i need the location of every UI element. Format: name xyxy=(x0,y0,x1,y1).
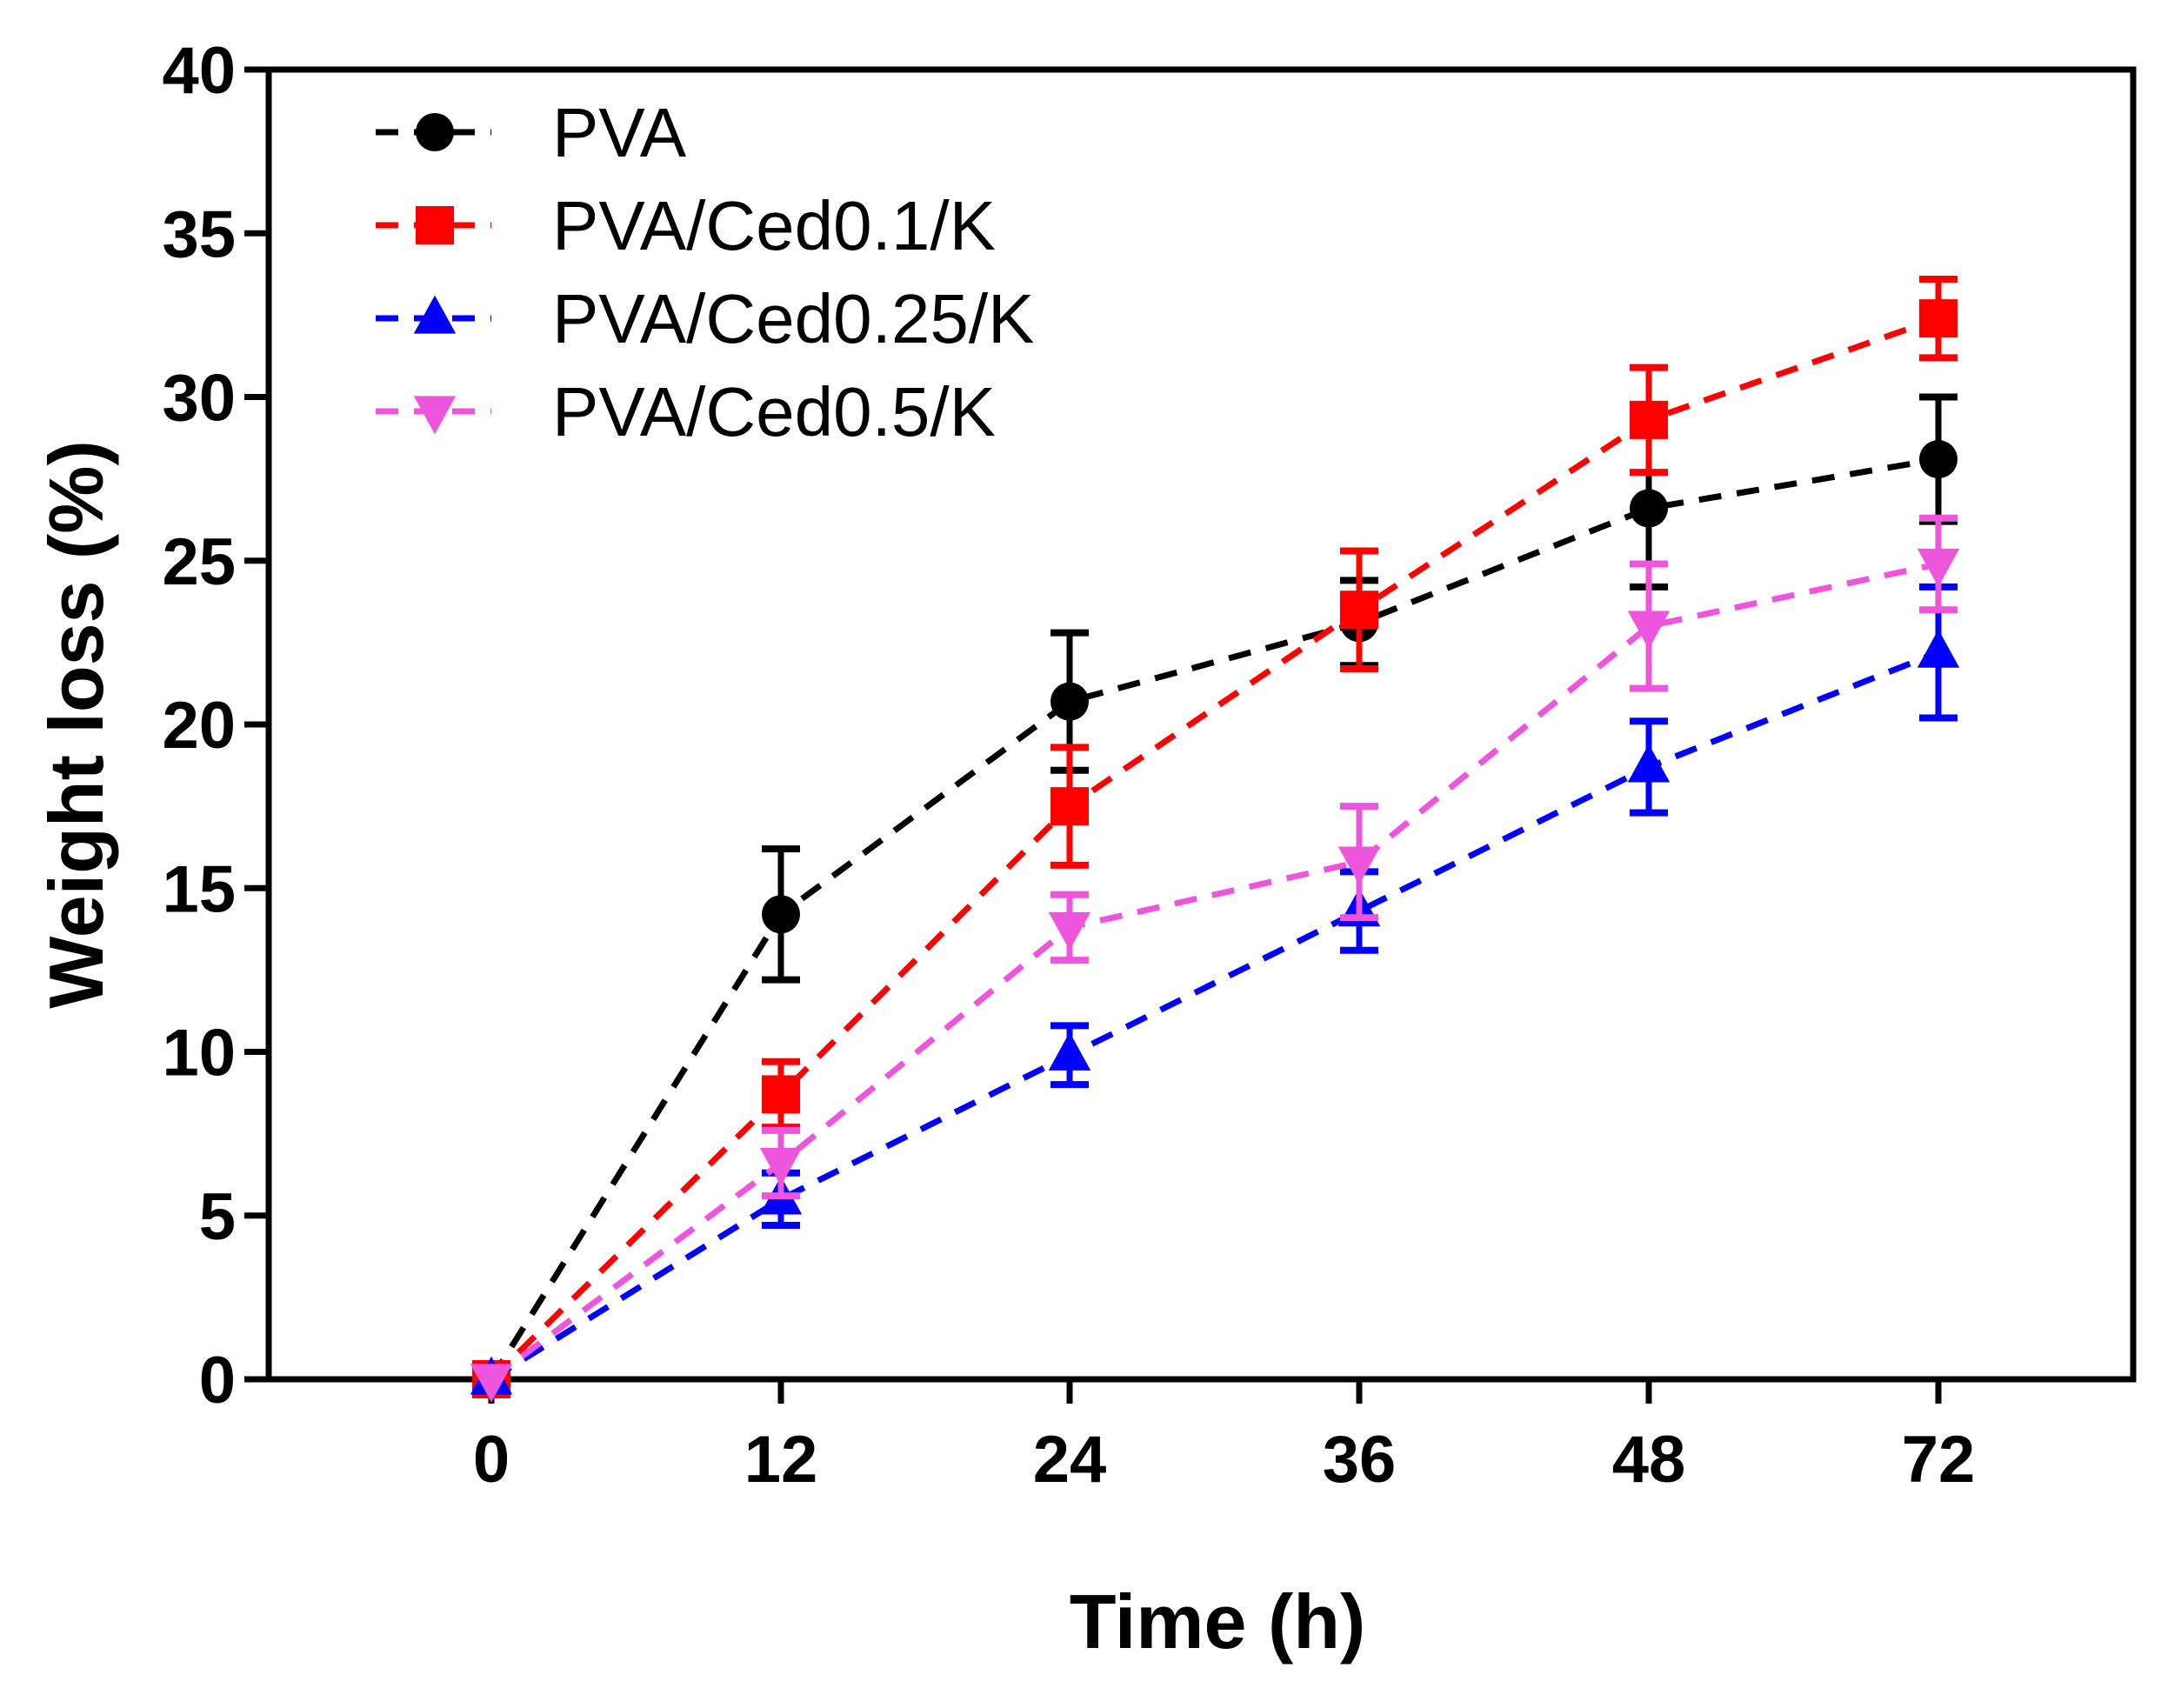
data-point xyxy=(762,895,800,934)
data-point xyxy=(1050,682,1089,721)
y-tick-label: 20 xyxy=(162,689,236,763)
data-point xyxy=(759,1147,803,1186)
data-point xyxy=(762,1075,800,1114)
x-tick-label: 72 xyxy=(1902,1423,1976,1497)
y-tick-label: 0 xyxy=(199,1344,236,1418)
legend-entry: PVA/Ced0.1/K xyxy=(376,187,996,264)
data-point xyxy=(1917,629,1960,668)
data-point xyxy=(1919,440,1958,479)
legend-marker xyxy=(413,295,457,334)
plot-frame xyxy=(265,66,2137,1383)
y-tick-label: 5 xyxy=(199,1180,236,1254)
legend-marker xyxy=(416,206,454,244)
legend-label: PVA/Ced0.25/K xyxy=(552,280,1034,357)
legend-label: PVA xyxy=(552,94,687,171)
series-line xyxy=(489,561,1939,1382)
y-tick-label: 25 xyxy=(162,525,236,599)
legend-entry: PVA/Ced0.25/K xyxy=(376,280,1034,357)
legend-label: PVA/Ced0.1/K xyxy=(552,187,996,264)
data-point xyxy=(1627,610,1671,650)
series-pva-ced0-25-k xyxy=(470,583,1960,1395)
x-tick-label: 48 xyxy=(1612,1423,1686,1497)
y-axis-title: Weight loss (%) xyxy=(33,440,119,1009)
x-tick-label: 24 xyxy=(1033,1423,1107,1497)
data-point xyxy=(1340,590,1378,630)
y-tick-label: 30 xyxy=(162,362,236,436)
data-point xyxy=(1917,548,1960,587)
data-point xyxy=(1048,1031,1091,1071)
series-line xyxy=(489,456,1939,1381)
y-tick-label: 40 xyxy=(162,34,236,108)
data-point xyxy=(1630,400,1668,439)
legend-entry: PVA/Ced0.5/K xyxy=(376,373,996,450)
data-point xyxy=(1919,299,1958,338)
series-line xyxy=(490,649,1940,1382)
x-axis-title: Time (h) xyxy=(1070,1578,1366,1665)
y-tick-label: 35 xyxy=(162,197,236,271)
legend-marker xyxy=(416,113,454,151)
legend-marker xyxy=(413,396,457,435)
data-point xyxy=(1627,744,1671,783)
y-tick-label: 10 xyxy=(162,1017,236,1091)
data-point xyxy=(1337,846,1381,885)
legend-entry: PVA xyxy=(376,94,687,171)
data-point xyxy=(1630,489,1668,528)
data-point xyxy=(1050,787,1089,826)
legend-label: PVA/Ced0.5/K xyxy=(552,373,996,450)
x-tick-label: 0 xyxy=(473,1423,510,1497)
x-tick-label: 36 xyxy=(1323,1423,1397,1497)
y-tick-label: 15 xyxy=(162,852,236,926)
x-tick-label: 12 xyxy=(744,1423,818,1497)
series-pva-ced0-5-k xyxy=(470,514,1960,1403)
data-point xyxy=(1048,911,1091,951)
data-point xyxy=(470,1364,513,1403)
